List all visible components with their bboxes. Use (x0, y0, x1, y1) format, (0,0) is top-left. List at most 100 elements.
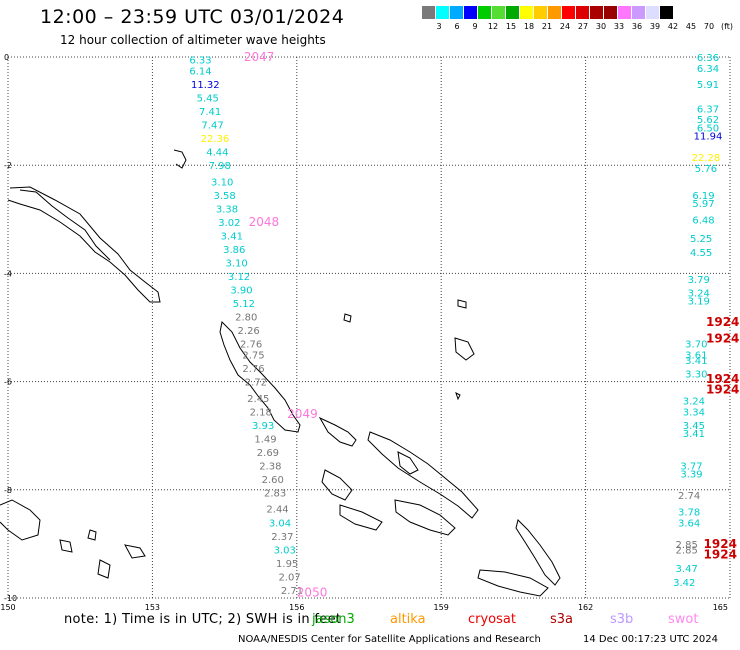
wave-height-label: 5.62 (697, 115, 719, 126)
wave-height-label: 3.79 (688, 275, 710, 286)
color-scale-label: 15 (505, 22, 517, 31)
wave-height-label: 3.64 (678, 518, 700, 529)
wave-height-label: 2.74 (678, 491, 700, 502)
wave-height-label: 2.07 (278, 572, 300, 583)
axis-tick-labels: 150 153 156 159 162 165 0 -2 -4 -6 -8 -10 (0, 53, 728, 612)
wave-height-label: 2.18 (250, 407, 272, 418)
new-georgia-coast (321, 469, 353, 501)
wave-height-label: 4.55 (690, 248, 712, 259)
wave-height-label: 5.97 (692, 199, 714, 210)
color-scale-swatch (632, 6, 646, 19)
color-scale-swatch (576, 6, 590, 19)
png-west-coast (0, 499, 41, 541)
coastline (0, 149, 561, 597)
color-scale-label: 33 (613, 22, 625, 31)
color-scale-label: 36 (631, 22, 643, 31)
makira-coast (477, 569, 549, 597)
wave-height-label: 3.12 (228, 272, 250, 283)
pass-time-label: 1924 (706, 315, 739, 329)
wave-height-label: 2.69 (257, 448, 279, 459)
wave-height-label: 6.37 (697, 104, 719, 115)
wave-height-label: 7.47 (201, 121, 223, 132)
choiseul-coast (397, 451, 419, 475)
pass-time-label: 2048 (249, 215, 280, 229)
footer-note-row: note: 1) Time is in UTC; 2) SWH is in fe… (0, 612, 740, 630)
bougainville-coast (219, 320, 301, 433)
x-tick-label: 156 (289, 603, 304, 612)
wave-height-label: 3.24 (683, 397, 705, 408)
wave-height-label: 6.34 (697, 64, 719, 75)
wave-height-label: 3.41 (221, 232, 243, 243)
wave-height-label: 3.78 (678, 507, 700, 518)
wave-height-label: 3.30 (685, 369, 707, 380)
wave-height-label: 5.91 (697, 80, 719, 91)
solomon-main-coast (318, 416, 357, 447)
color-scale-swatch (548, 6, 562, 19)
mission-legend-altika: altika (390, 612, 426, 627)
color-scale-swatch (590, 6, 604, 19)
x-tick-label: 165 (713, 603, 728, 612)
wave-height-label: 3.90 (230, 286, 252, 297)
y-tick-label: -6 (4, 378, 12, 387)
wave-height-label: 2.44 (266, 505, 288, 516)
wave-height-label: 11.94 (694, 131, 723, 142)
wave-height-label: 3.34 (683, 407, 705, 418)
wave-height-label: 3.19 (688, 296, 710, 307)
pass-time-label: 2050 (297, 586, 328, 600)
color-scale-label: 24 (559, 22, 571, 31)
y-tick-label: -8 (4, 486, 12, 495)
altimeter-track-labels: 6.336.14 11.32 5.45 7.41 7.47 22.36 4.44 7.98 3.… (189, 53, 722, 597)
x-tick-label: 162 (578, 603, 593, 612)
wave-height-label: 3.39 (680, 470, 702, 481)
y-tick-label: 0 (4, 53, 9, 62)
pass-time-label: 2049 (287, 407, 318, 421)
x-tick-label: 153 (145, 603, 160, 612)
wave-height-label: 2.85 (676, 545, 698, 556)
wave-height-label: 2.75 (242, 351, 264, 362)
color-scale-label: 6 (454, 22, 460, 31)
color-scale-swatch (618, 6, 632, 19)
y-tick-label: -4 (4, 269, 12, 278)
color-scale-label: 27 (577, 22, 589, 31)
color-scale-label: 12 (487, 22, 499, 31)
wave-height-label: 3.47 (676, 564, 698, 575)
color-scale-label: 3 (436, 22, 442, 31)
pass-time-label: 1924 (704, 548, 737, 562)
wave-height-label: 3.02 (218, 218, 240, 229)
wave-height-label: 3.41 (683, 429, 705, 440)
wave-height-label: 3.58 (213, 191, 235, 202)
x-tick-label: 159 (434, 603, 449, 612)
footer-source: NOAA/NESDIS Center for Satellite Applica… (238, 634, 541, 645)
manus-coast (173, 149, 187, 169)
y-tick-label: -2 (4, 161, 12, 170)
wave-height-label: 2.71 (281, 586, 303, 597)
wave-height-label: 3.70 (685, 340, 707, 351)
mission-legend-s3b: s3b (610, 612, 634, 627)
wave-height-label: 3.03 (274, 545, 296, 556)
wave-height-label: 1.49 (254, 434, 276, 445)
wave-height-label: 6.33 (189, 56, 211, 67)
wave-height-label: 5.76 (695, 164, 717, 175)
wave-height-label: 7.98 (209, 161, 231, 172)
small-island-2 (343, 313, 352, 323)
small-island-3 (455, 392, 461, 401)
png-island-1 (97, 559, 111, 579)
color-scale-swatch (450, 6, 464, 19)
color-scale-label: (ft) (720, 22, 734, 31)
color-scale-label: 70 (703, 22, 715, 31)
y-tick-label: -10 (4, 594, 17, 603)
color-scale-label: 42 (667, 22, 679, 31)
wave-height-label: 2.45 (247, 394, 269, 405)
guadalcanal-coast (394, 499, 456, 536)
wave-height-label: 2.85 (676, 540, 698, 551)
wave-height-label: 3.86 (223, 245, 245, 256)
wave-height-label: 6.19 (692, 191, 714, 202)
wave-height-label: 3.10 (211, 177, 233, 188)
wave-height-label: 2.37 (271, 532, 293, 543)
wave-height-label: 22.36 (201, 134, 230, 145)
wave-height-label: 2.26 (238, 326, 260, 337)
color-scale-swatch (464, 6, 478, 19)
map-title: 12:00 – 23:59 UTC 03/01/2024 (40, 6, 345, 28)
pass-time-label: 2047 (244, 50, 275, 64)
